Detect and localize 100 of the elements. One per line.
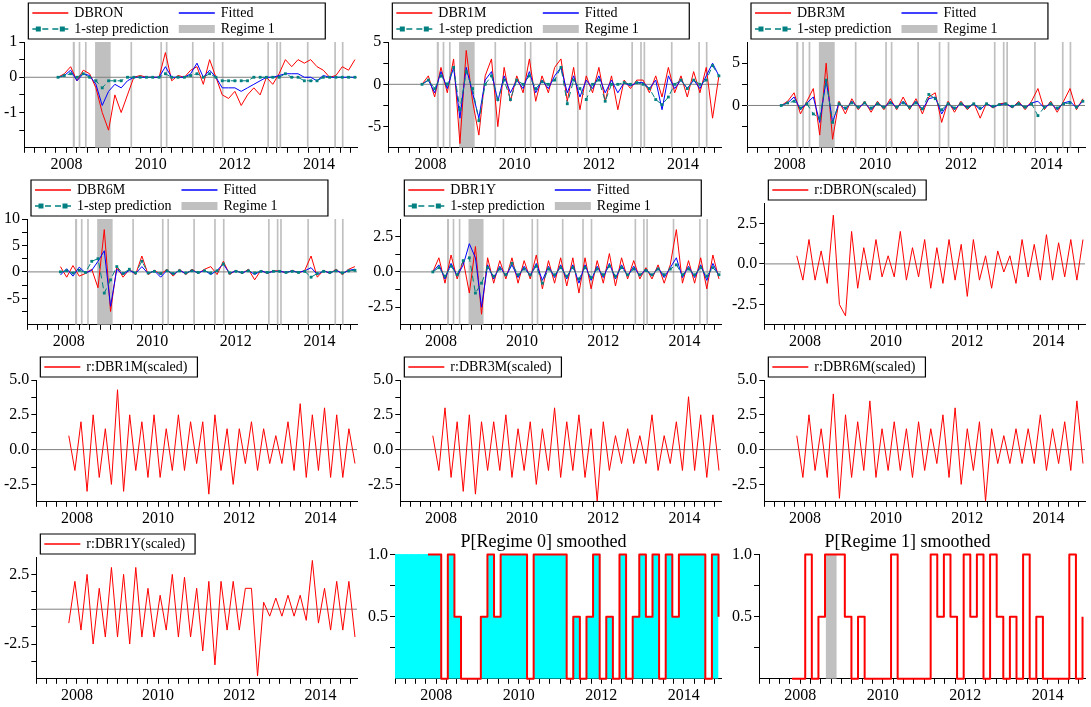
point bbox=[882, 105, 886, 109]
point bbox=[145, 75, 148, 79]
x-tick-label: 2010 bbox=[506, 508, 539, 526]
x-tick-label: 2012 bbox=[223, 685, 256, 703]
point bbox=[284, 72, 287, 76]
point bbox=[480, 281, 483, 285]
y-tick-label: 0.5 bbox=[368, 606, 388, 624]
point bbox=[779, 104, 783, 107]
x-tick-label: 2014 bbox=[1032, 508, 1065, 526]
point bbox=[321, 75, 325, 79]
point bbox=[559, 266, 563, 270]
point bbox=[445, 82, 449, 86]
point bbox=[699, 266, 703, 270]
point bbox=[504, 273, 508, 277]
point bbox=[648, 87, 651, 90]
legend-label: 1-step prediction bbox=[450, 197, 545, 213]
point bbox=[455, 273, 459, 277]
point bbox=[265, 271, 269, 274]
point bbox=[1049, 102, 1053, 106]
legend-label: Regime 1 bbox=[943, 20, 998, 36]
point bbox=[692, 78, 696, 82]
point bbox=[638, 273, 642, 277]
y-tick-label: 0.0 bbox=[737, 254, 758, 272]
point bbox=[622, 81, 626, 85]
point bbox=[119, 79, 123, 83]
point bbox=[553, 273, 556, 277]
point bbox=[565, 102, 569, 106]
y-tick-label: 5.0 bbox=[373, 370, 394, 388]
point bbox=[1017, 102, 1021, 106]
y-tick-label: -2.5 bbox=[4, 474, 30, 492]
x-tick-label: 2012 bbox=[951, 508, 984, 526]
point bbox=[467, 256, 471, 260]
point bbox=[610, 82, 613, 86]
point bbox=[1010, 104, 1014, 108]
point bbox=[159, 272, 163, 275]
y-tick-label: 0.0 bbox=[373, 262, 394, 280]
legend-label: r:DBRON(scaled) bbox=[814, 181, 917, 198]
point bbox=[315, 272, 319, 275]
point bbox=[921, 107, 924, 111]
point bbox=[189, 74, 193, 77]
x-tick-label: 2012 bbox=[585, 685, 618, 703]
point bbox=[717, 74, 721, 78]
point bbox=[290, 75, 294, 79]
legend-label: DBR1M bbox=[438, 4, 488, 20]
point bbox=[347, 269, 351, 273]
point bbox=[265, 75, 268, 79]
x-tick-label: 2014 bbox=[303, 331, 336, 349]
point bbox=[477, 119, 481, 123]
x-tick-label: 2014 bbox=[304, 685, 337, 703]
point bbox=[895, 105, 899, 109]
point bbox=[171, 272, 175, 275]
point bbox=[528, 273, 532, 277]
point bbox=[972, 102, 976, 106]
point bbox=[546, 82, 550, 86]
point bbox=[601, 273, 605, 277]
point bbox=[151, 75, 155, 79]
point bbox=[641, 82, 645, 86]
point bbox=[571, 266, 575, 270]
point bbox=[88, 75, 92, 79]
point bbox=[824, 78, 828, 82]
x-tick-label: 2014 bbox=[667, 154, 700, 172]
y-tick-label: -5 bbox=[368, 116, 382, 134]
point bbox=[426, 78, 430, 82]
point bbox=[239, 79, 243, 83]
point bbox=[985, 102, 989, 106]
y-tick-label: 2.5 bbox=[737, 213, 758, 231]
point bbox=[626, 273, 630, 277]
point bbox=[635, 81, 639, 85]
x-tick-label: 2010 bbox=[870, 331, 903, 349]
point bbox=[246, 79, 249, 83]
point bbox=[584, 98, 588, 101]
y-tick-label: 1.0 bbox=[732, 544, 752, 562]
point bbox=[353, 75, 357, 79]
point bbox=[113, 79, 117, 83]
point bbox=[685, 87, 689, 90]
point bbox=[65, 269, 69, 273]
point bbox=[182, 75, 186, 79]
point bbox=[77, 268, 81, 272]
x-tick-label: 2014 bbox=[1032, 331, 1065, 349]
point bbox=[876, 102, 879, 106]
legend-label: Fitted bbox=[584, 4, 618, 20]
point bbox=[203, 269, 206, 273]
x-tick-label: 2012 bbox=[587, 508, 620, 526]
y-tick-label: 0.5 bbox=[732, 606, 752, 624]
point bbox=[490, 74, 493, 78]
point bbox=[572, 78, 576, 82]
x-tick-label: 2008 bbox=[50, 154, 83, 172]
point bbox=[208, 72, 212, 76]
point bbox=[496, 98, 500, 101]
point bbox=[946, 102, 950, 106]
point bbox=[109, 278, 112, 282]
x-tick-label: 2008 bbox=[788, 508, 821, 526]
point bbox=[297, 271, 300, 274]
point bbox=[704, 78, 708, 82]
point bbox=[654, 98, 658, 101]
x-tick-label: 2010 bbox=[134, 154, 167, 172]
point bbox=[607, 264, 611, 268]
point bbox=[464, 70, 468, 74]
legend-label: DBR6M bbox=[77, 181, 126, 197]
point bbox=[620, 266, 623, 270]
